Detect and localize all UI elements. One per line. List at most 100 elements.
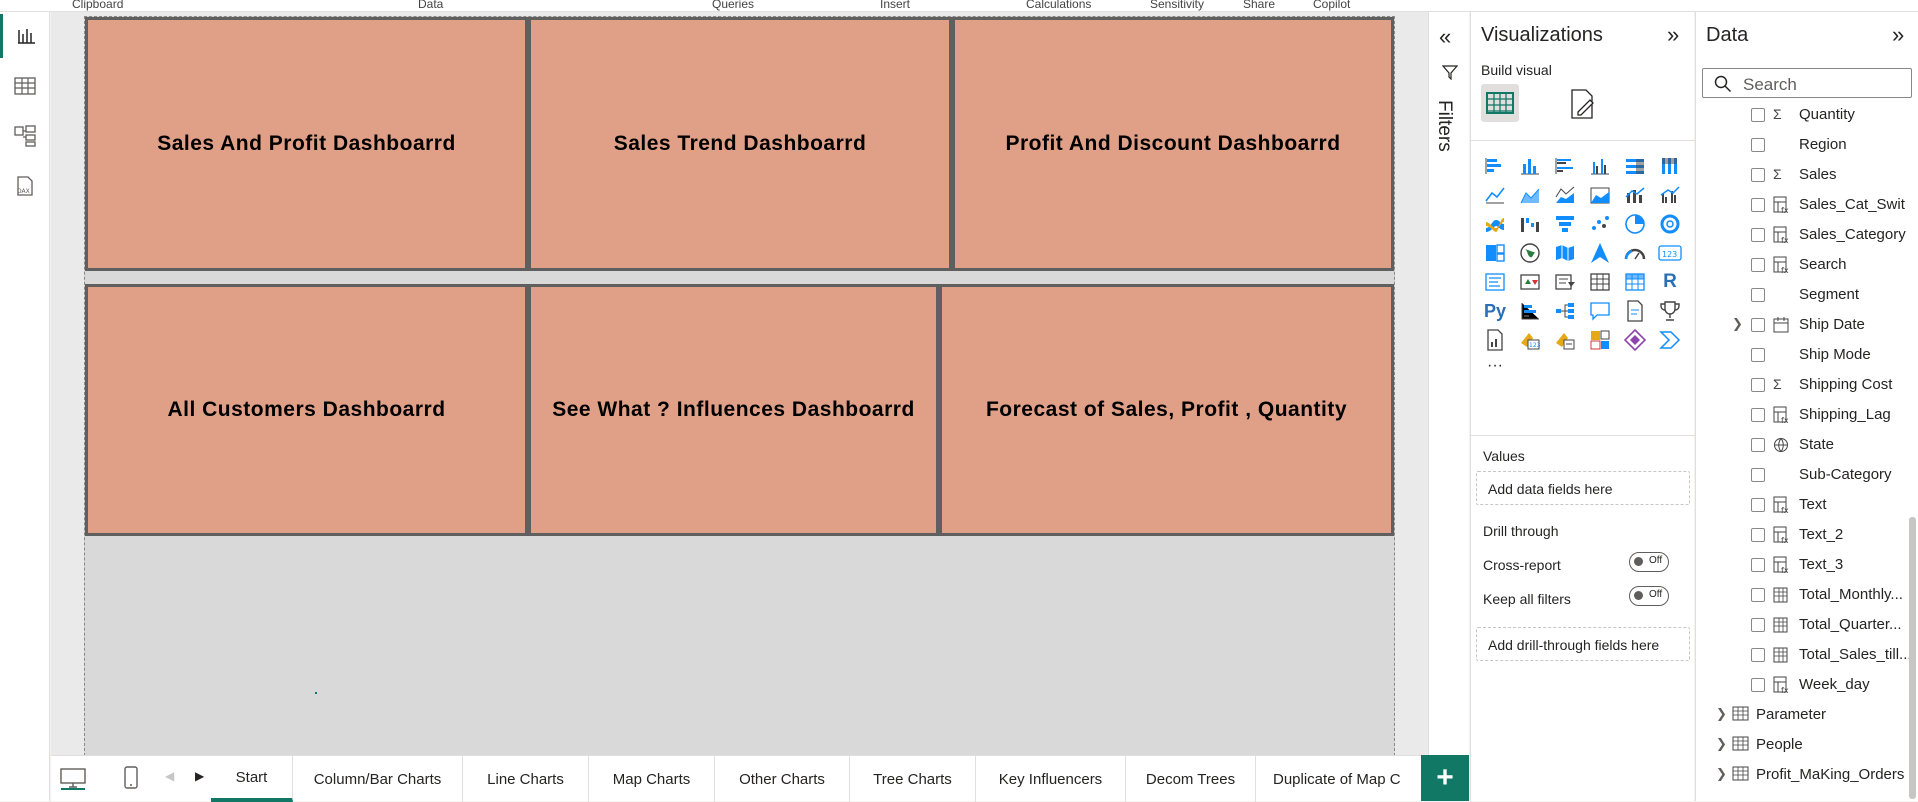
- r-visual-icon[interactable]: R: [1663, 271, 1677, 292]
- chevron-right-icon[interactable]: ❯: [1716, 706, 1727, 721]
- field-checkbox[interactable]: [1751, 348, 1765, 362]
- card-icon[interactable]: 123: [1656, 239, 1684, 267]
- field-row[interactable]: fx Text_3: [1696, 552, 1918, 580]
- mobile-layout-button[interactable]: [123, 766, 139, 795]
- stacked-area-chart-icon[interactable]: [1551, 181, 1579, 209]
- stacked-bar-chart-icon[interactable]: [1481, 152, 1509, 180]
- data-search-input[interactable]: Search: [1702, 68, 1912, 98]
- tab-column-bar-charts[interactable]: Column/Bar Charts: [293, 756, 463, 802]
- azure-map-icon[interactable]: [1586, 239, 1614, 267]
- cross-report-toggle[interactable]: Off: [1629, 552, 1669, 572]
- tab-key-influencers[interactable]: Key Influencers: [976, 756, 1126, 802]
- field-row[interactable]: fx Sales_Category: [1696, 222, 1918, 250]
- chevron-right-icon[interactable]: ❯: [1716, 736, 1727, 751]
- field-checkbox[interactable]: [1751, 258, 1765, 272]
- field-row[interactable]: fx Week_day: [1696, 672, 1918, 700]
- build-visual-tab[interactable]: [1481, 84, 1519, 122]
- 100-stacked-column-chart-icon[interactable]: [1656, 152, 1684, 180]
- field-checkbox[interactable]: [1751, 168, 1765, 182]
- waterfall-chart-icon[interactable]: [1516, 210, 1544, 238]
- field-checkbox[interactable]: [1751, 588, 1765, 602]
- python-visual-icon[interactable]: Py: [1483, 300, 1507, 321]
- ribbon-chart-icon[interactable]: [1481, 210, 1509, 238]
- paginated-report-icon[interactable]: [1481, 326, 1509, 354]
- tab-duplicate-of-map[interactable]: Duplicate of Map C: [1273, 770, 1401, 788]
- field-checkbox[interactable]: [1751, 528, 1765, 542]
- field-checkbox[interactable]: [1751, 438, 1765, 452]
- field-row[interactable]: Region: [1696, 132, 1918, 160]
- field-checkbox[interactable]: [1751, 318, 1765, 332]
- field-row[interactable]: fx Text: [1696, 492, 1918, 520]
- field-checkbox[interactable]: [1751, 408, 1765, 422]
- add-page-button[interactable]: +: [1421, 755, 1469, 801]
- field-row[interactable]: Σ Sales: [1696, 162, 1918, 190]
- field-row[interactable]: Ship Mode: [1696, 342, 1918, 370]
- field-checkbox[interactable]: [1751, 498, 1765, 512]
- tile-profit-and-discount[interactable]: Profit And Discount Dashboarrd: [952, 17, 1394, 271]
- matrix-icon[interactable]: [1621, 268, 1649, 296]
- field-row[interactable]: Sub-Category: [1696, 462, 1918, 490]
- tile-key-influences[interactable]: See What ? Influences Dashboarrd: [528, 284, 939, 536]
- field-checkbox[interactable]: [1751, 558, 1765, 572]
- map-icon[interactable]: [1516, 239, 1544, 267]
- field-checkbox[interactable]: [1751, 198, 1765, 212]
- format-visual-tab[interactable]: [1566, 88, 1598, 125]
- tab-map-charts[interactable]: Map Charts: [589, 756, 715, 802]
- field-row[interactable]: fx Text_2: [1696, 522, 1918, 550]
- field-row[interactable]: fx Sales_Cat_Swit: [1696, 192, 1918, 220]
- 100-stacked-area-chart-icon[interactable]: [1586, 181, 1614, 209]
- data-pane-scrollbar[interactable]: [1909, 517, 1916, 799]
- tab-scroll-right-icon[interactable]: ▶: [195, 769, 205, 783]
- field-row[interactable]: Σ Shipping Cost: [1696, 372, 1918, 400]
- filled-map-icon[interactable]: [1551, 239, 1579, 267]
- field-checkbox[interactable]: [1751, 108, 1765, 122]
- collapse-visualizations-icon[interactable]: »: [1667, 22, 1680, 47]
- values-field-well[interactable]: Add data fields here: [1476, 471, 1690, 505]
- funnel-chart-icon[interactable]: [1551, 210, 1579, 238]
- tab-scroll-left-icon[interactable]: ◀: [165, 769, 175, 783]
- table-view-button[interactable]: [0, 64, 50, 108]
- multi-row-card-icon[interactable]: [1481, 268, 1509, 296]
- field-row[interactable]: ❯ Ship Date: [1696, 312, 1918, 340]
- table-row[interactable]: ❯ Profit_MaKing_Orders: [1696, 762, 1918, 790]
- metrics-trophy-icon[interactable]: [1656, 297, 1684, 325]
- field-row[interactable]: State: [1696, 432, 1918, 460]
- field-checkbox[interactable]: [1751, 378, 1765, 392]
- key-influencers-icon[interactable]: [1516, 297, 1544, 325]
- smart-narrative-icon[interactable]: [1621, 297, 1649, 325]
- tab-decom-trees[interactable]: Decom Trees: [1126, 756, 1256, 802]
- tab-line-charts[interactable]: Line Charts: [463, 756, 589, 802]
- table-row[interactable]: ❯ People: [1696, 732, 1918, 760]
- power-automate-chevron-icon[interactable]: [1656, 326, 1684, 354]
- field-checkbox[interactable]: [1751, 618, 1765, 632]
- field-row[interactable]: fx Search: [1696, 252, 1918, 280]
- table-icon[interactable]: [1586, 268, 1614, 296]
- clustered-bar-chart-icon[interactable]: [1551, 152, 1579, 180]
- line-stacked-column-chart-icon[interactable]: [1621, 181, 1649, 209]
- keep-all-filters-toggle[interactable]: Off: [1629, 586, 1669, 606]
- field-checkbox[interactable]: [1751, 468, 1765, 482]
- expand-filters-icon[interactable]: «: [1439, 24, 1452, 49]
- filters-label[interactable]: Filters: [1434, 100, 1455, 152]
- collapse-data-icon[interactable]: »: [1892, 22, 1905, 47]
- field-checkbox[interactable]: [1751, 228, 1765, 242]
- slicer-icon[interactable]: [1551, 268, 1579, 296]
- 100-stacked-bar-chart-icon[interactable]: [1621, 152, 1649, 180]
- field-checkbox[interactable]: [1751, 648, 1765, 662]
- field-checkbox[interactable]: [1751, 678, 1765, 692]
- pie-chart-icon[interactable]: [1621, 210, 1649, 238]
- field-row[interactable]: Total_Quarter...: [1696, 612, 1918, 640]
- diamond-visual-icon[interactable]: [1621, 326, 1649, 354]
- field-row[interactable]: Σ Quantity: [1696, 102, 1918, 130]
- kpi-icon[interactable]: [1516, 268, 1544, 296]
- line-chart-icon[interactable]: [1481, 181, 1509, 209]
- field-row[interactable]: Segment: [1696, 282, 1918, 310]
- tile-forecast[interactable]: Forecast of Sales, Profit , Quantity: [939, 284, 1394, 536]
- tile-sales-trend[interactable]: Sales Trend Dashboarrd: [528, 17, 952, 271]
- model-view-button[interactable]: [0, 114, 50, 158]
- tab-start[interactable]: Start: [211, 756, 293, 802]
- decomposition-tree-icon[interactable]: [1551, 297, 1579, 325]
- drill-through-field-well[interactable]: Add drill-through fields here: [1476, 627, 1690, 661]
- gauge-icon[interactable]: [1621, 239, 1649, 267]
- stacked-column-chart-icon[interactable]: [1516, 152, 1544, 180]
